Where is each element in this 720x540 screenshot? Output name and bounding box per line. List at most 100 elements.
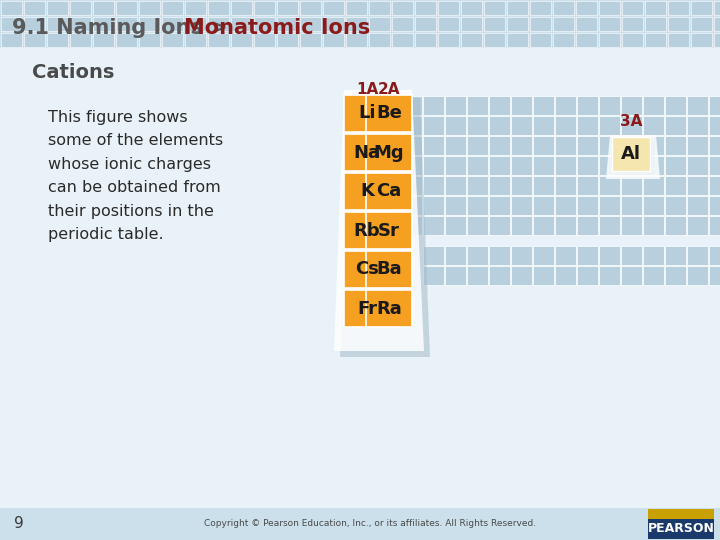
- Bar: [484, 1, 505, 15]
- Bar: [665, 96, 685, 114]
- Text: Be: Be: [376, 105, 402, 123]
- Bar: [467, 266, 487, 285]
- Bar: [277, 17, 298, 31]
- Bar: [621, 156, 642, 174]
- Bar: [185, 1, 206, 15]
- Bar: [577, 176, 598, 194]
- Bar: [369, 17, 390, 31]
- Bar: [668, 17, 689, 31]
- Bar: [533, 266, 554, 285]
- Polygon shape: [606, 135, 660, 179]
- Bar: [93, 1, 114, 15]
- Bar: [691, 17, 712, 31]
- Bar: [622, 17, 643, 31]
- Bar: [484, 17, 505, 31]
- Bar: [461, 1, 482, 15]
- Bar: [530, 17, 551, 31]
- Bar: [323, 1, 344, 15]
- Bar: [467, 136, 487, 154]
- Bar: [554, 136, 575, 154]
- Text: Sr: Sr: [378, 221, 400, 240]
- Text: 2A: 2A: [378, 82, 400, 97]
- Bar: [438, 33, 459, 47]
- Bar: [598, 246, 619, 265]
- Bar: [507, 1, 528, 15]
- Bar: [510, 215, 531, 234]
- Bar: [598, 266, 619, 285]
- Bar: [356, 96, 377, 114]
- Bar: [392, 1, 413, 15]
- Bar: [346, 1, 367, 15]
- Bar: [488, 195, 510, 214]
- Bar: [645, 17, 666, 31]
- Bar: [621, 96, 642, 114]
- Bar: [369, 33, 390, 47]
- Bar: [423, 266, 444, 285]
- Bar: [379, 176, 400, 194]
- Bar: [648, 509, 714, 519]
- Bar: [467, 156, 487, 174]
- Bar: [379, 195, 400, 214]
- Bar: [116, 17, 137, 31]
- Bar: [691, 1, 712, 15]
- Bar: [686, 136, 708, 154]
- Bar: [686, 96, 708, 114]
- Bar: [231, 33, 252, 47]
- Bar: [645, 1, 666, 15]
- Bar: [444, 116, 466, 134]
- Bar: [300, 1, 321, 15]
- Bar: [510, 195, 531, 214]
- Bar: [642, 215, 664, 234]
- Bar: [344, 251, 390, 288]
- Bar: [139, 17, 160, 31]
- Bar: [507, 33, 528, 47]
- Bar: [423, 176, 444, 194]
- Bar: [444, 156, 466, 174]
- Bar: [691, 33, 712, 47]
- Bar: [577, 215, 598, 234]
- Bar: [599, 33, 620, 47]
- Bar: [93, 17, 114, 31]
- Bar: [444, 246, 466, 265]
- Bar: [366, 251, 412, 288]
- Bar: [598, 116, 619, 134]
- Bar: [621, 215, 642, 234]
- Bar: [510, 136, 531, 154]
- Bar: [461, 17, 482, 31]
- Bar: [621, 136, 642, 154]
- Bar: [185, 17, 206, 31]
- Bar: [621, 176, 642, 194]
- Bar: [415, 17, 436, 31]
- Bar: [665, 136, 685, 154]
- Bar: [576, 33, 597, 47]
- Bar: [467, 176, 487, 194]
- Bar: [254, 1, 275, 15]
- Bar: [686, 176, 708, 194]
- Bar: [553, 33, 574, 47]
- Bar: [488, 266, 510, 285]
- Bar: [533, 96, 554, 114]
- Text: 3A: 3A: [620, 113, 642, 129]
- Bar: [488, 116, 510, 134]
- Bar: [686, 195, 708, 214]
- Bar: [323, 17, 344, 31]
- Bar: [598, 156, 619, 174]
- Bar: [1, 33, 22, 47]
- Bar: [554, 96, 575, 114]
- Bar: [599, 1, 620, 15]
- Polygon shape: [334, 90, 424, 351]
- Bar: [300, 17, 321, 31]
- Bar: [356, 156, 377, 174]
- Bar: [379, 96, 400, 114]
- Bar: [621, 266, 642, 285]
- Bar: [599, 17, 620, 31]
- Bar: [668, 1, 689, 15]
- Bar: [642, 116, 664, 134]
- Bar: [162, 1, 183, 15]
- Bar: [488, 176, 510, 194]
- Bar: [423, 195, 444, 214]
- Bar: [714, 1, 720, 15]
- Bar: [686, 156, 708, 174]
- Bar: [612, 137, 650, 171]
- Bar: [162, 17, 183, 31]
